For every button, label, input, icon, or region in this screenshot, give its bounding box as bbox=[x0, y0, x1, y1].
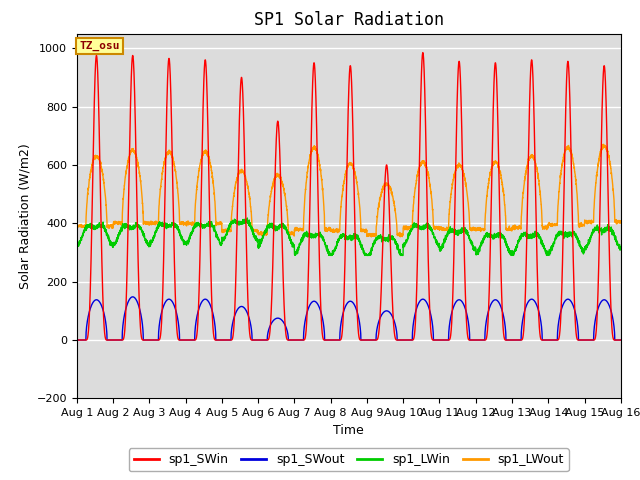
X-axis label: Time: Time bbox=[333, 424, 364, 437]
sp1_LWin bbox=[73, 242, 81, 248]
sp1_LWout bbox=[367, 234, 375, 240]
Line: sp1_SWout: sp1_SWout bbox=[77, 297, 621, 340]
sp1_LWout bbox=[73, 223, 81, 229]
sp1_LWout bbox=[616, 220, 624, 226]
sp1_LWout bbox=[328, 228, 336, 233]
sp1_SWout bbox=[73, 337, 81, 343]
sp1_SWin bbox=[328, 337, 336, 343]
sp1_SWin bbox=[419, 50, 427, 56]
sp1_SWin bbox=[471, 337, 479, 343]
sp1_SWout bbox=[471, 337, 479, 343]
sp1_LWin bbox=[325, 252, 333, 258]
sp1_LWin bbox=[329, 248, 337, 253]
sp1_SWin bbox=[616, 337, 624, 343]
sp1_SWout bbox=[328, 337, 336, 343]
sp1_LWout bbox=[441, 226, 449, 232]
Title: SP1 Solar Radiation: SP1 Solar Radiation bbox=[254, 11, 444, 29]
sp1_SWout bbox=[502, 326, 509, 332]
sp1_SWout bbox=[441, 337, 449, 343]
sp1_LWout bbox=[471, 226, 479, 231]
sp1_SWin bbox=[617, 337, 625, 343]
sp1_LWout bbox=[171, 164, 179, 169]
sp1_SWin bbox=[171, 264, 179, 270]
Legend: sp1_SWin, sp1_SWout, sp1_LWin, sp1_LWout: sp1_SWin, sp1_SWout, sp1_LWin, sp1_LWout bbox=[129, 448, 569, 471]
sp1_SWin bbox=[441, 337, 449, 343]
sp1_SWout bbox=[129, 294, 136, 300]
sp1_SWin bbox=[502, 337, 509, 343]
Y-axis label: Solar Radiation (W/m2): Solar Radiation (W/m2) bbox=[18, 143, 31, 289]
sp1_LWin bbox=[441, 239, 449, 244]
sp1_LWout bbox=[617, 219, 625, 225]
sp1_LWout bbox=[599, 142, 607, 147]
Text: TZ_osu: TZ_osu bbox=[79, 41, 120, 51]
sp1_LWin bbox=[243, 215, 251, 221]
sp1_LWin bbox=[471, 245, 479, 251]
Line: sp1_LWout: sp1_LWout bbox=[77, 144, 621, 237]
Line: sp1_SWin: sp1_SWin bbox=[77, 53, 621, 340]
sp1_LWin bbox=[502, 240, 509, 245]
sp1_SWout bbox=[171, 304, 179, 310]
sp1_SWout bbox=[617, 337, 625, 343]
sp1_LWout bbox=[502, 213, 509, 218]
Line: sp1_LWin: sp1_LWin bbox=[77, 218, 621, 255]
sp1_LWin bbox=[617, 246, 625, 252]
sp1_SWout bbox=[616, 337, 624, 343]
sp1_LWin bbox=[171, 221, 179, 227]
sp1_SWin bbox=[73, 337, 81, 343]
sp1_LWin bbox=[616, 245, 624, 251]
